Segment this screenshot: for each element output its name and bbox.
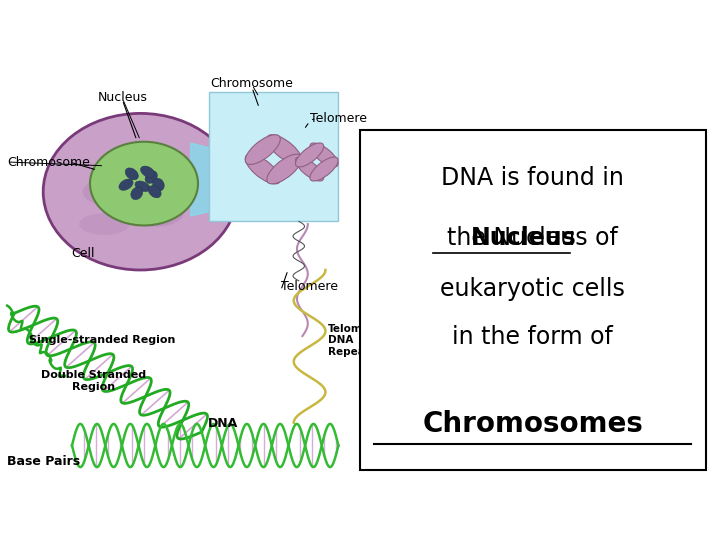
Ellipse shape (125, 168, 138, 180)
Ellipse shape (83, 176, 155, 208)
Text: Telomere: Telomere (281, 280, 338, 293)
Ellipse shape (90, 141, 198, 226)
FancyBboxPatch shape (360, 130, 706, 470)
Ellipse shape (267, 134, 302, 165)
Ellipse shape (135, 181, 150, 192)
Text: the Nucleus of: the Nucleus of (447, 226, 618, 249)
Ellipse shape (295, 157, 324, 181)
Text: Base Pairs: Base Pairs (7, 455, 81, 468)
Text: DNA: DNA (208, 417, 238, 430)
Text: DNA is found in: DNA is found in (441, 166, 624, 190)
Text: in the form of: in the form of (452, 326, 613, 349)
Text: Chromosome: Chromosome (7, 156, 90, 168)
Ellipse shape (43, 113, 238, 270)
Text: Nucleus: Nucleus (472, 226, 577, 249)
Ellipse shape (140, 166, 155, 178)
Bar (209, 92, 338, 221)
Text: Telomeric
DNA
Repeats: Telomeric DNA Repeats (328, 323, 384, 357)
Polygon shape (191, 143, 338, 216)
Text: Single-stranded Region: Single-stranded Region (29, 335, 175, 345)
Ellipse shape (295, 143, 324, 167)
Ellipse shape (310, 143, 338, 167)
Ellipse shape (310, 157, 338, 181)
Ellipse shape (131, 187, 143, 200)
Text: Chromosome: Chromosome (210, 77, 294, 90)
Text: Telomere: Telomere (310, 112, 366, 125)
Ellipse shape (148, 186, 161, 198)
Ellipse shape (119, 179, 133, 191)
Ellipse shape (79, 213, 130, 235)
Ellipse shape (145, 171, 158, 184)
Text: Nucleus: Nucleus (97, 91, 148, 104)
Ellipse shape (246, 134, 280, 165)
Ellipse shape (246, 154, 280, 184)
Ellipse shape (153, 178, 164, 191)
Text: Double Stranded
Region: Double Stranded Region (41, 370, 146, 392)
Ellipse shape (267, 154, 302, 184)
Text: Chromosomes: Chromosomes (423, 410, 643, 438)
Ellipse shape (126, 200, 184, 227)
Text: Cell: Cell (71, 247, 94, 260)
Text: eukaryotic cells: eukaryotic cells (441, 277, 625, 301)
